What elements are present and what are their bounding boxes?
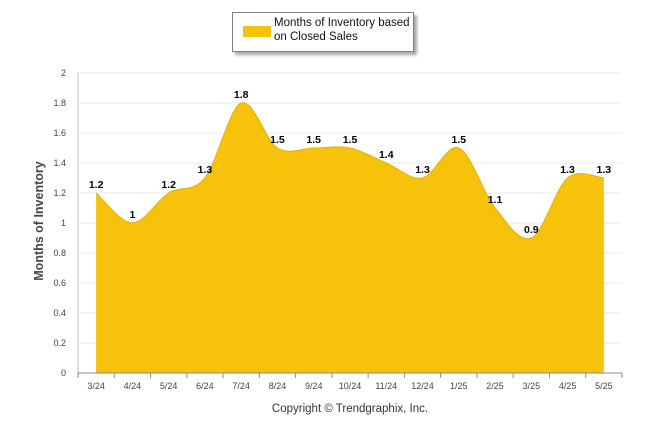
x-tick-label: 10/24 xyxy=(339,381,362,391)
data-label: 1.5 xyxy=(306,134,321,146)
data-label: 1.3 xyxy=(198,164,213,176)
y-tick-label: 0.6 xyxy=(53,278,66,288)
x-tick-label: 1/25 xyxy=(450,381,468,391)
data-label: 1.4 xyxy=(379,149,394,161)
data-label: 0.9 xyxy=(524,224,539,236)
data-label: 1.3 xyxy=(597,164,612,176)
data-label: 1.5 xyxy=(451,134,466,146)
x-tick-label: 9/24 xyxy=(305,381,323,391)
y-tick-label: 0.2 xyxy=(53,338,66,348)
legend-swatch xyxy=(243,26,271,37)
data-label: 1.1 xyxy=(488,194,503,206)
series-area xyxy=(96,102,604,374)
y-tick-label: 1.6 xyxy=(53,128,66,138)
y-tick-label: 0.4 xyxy=(53,308,66,318)
data-label: 1.5 xyxy=(270,134,285,146)
copyright-text: Copyright © Trendgraphix, Inc. xyxy=(271,403,429,415)
x-tick-label: 5/24 xyxy=(160,381,178,391)
x-tick-label: 8/24 xyxy=(269,381,287,391)
data-label: 1.5 xyxy=(343,134,358,146)
x-tick-label: 2/25 xyxy=(486,381,504,391)
data-label: 1.3 xyxy=(560,164,575,176)
x-tick-label: 3/25 xyxy=(523,381,541,391)
x-tick-label: 6/24 xyxy=(196,381,214,391)
x-tick-label: 12/24 xyxy=(411,381,434,391)
y-tick-label: 0 xyxy=(61,368,66,378)
data-label: 1.2 xyxy=(89,179,104,191)
data-label: 1.2 xyxy=(161,179,176,191)
x-tick-label: 4/24 xyxy=(124,381,142,391)
x-tick-label: 5/25 xyxy=(595,381,613,391)
x-tick-label: 3/24 xyxy=(87,381,105,391)
data-label: 1.3 xyxy=(415,164,430,176)
x-tick-label: 7/24 xyxy=(232,381,250,391)
y-tick-label: 2 xyxy=(61,68,66,78)
chart-legend: Months of Inventory based on Closed Sale… xyxy=(232,12,414,52)
x-tick-label: 11/24 xyxy=(375,381,397,391)
data-label: 1.8 xyxy=(234,89,249,101)
y-tick-label: 1.4 xyxy=(53,158,66,168)
y-tick-label: 0.8 xyxy=(53,248,66,258)
y-tick-label: 1 xyxy=(61,218,66,228)
y-tick-label: 1.8 xyxy=(53,98,66,108)
series-line xyxy=(95,102,604,240)
legend-label: Months of Inventory based on Closed Sale… xyxy=(274,17,410,43)
y-tick-label: 1.2 xyxy=(53,188,66,198)
x-tick-label: 4/25 xyxy=(559,381,577,391)
data-label: 1 xyxy=(129,209,135,221)
